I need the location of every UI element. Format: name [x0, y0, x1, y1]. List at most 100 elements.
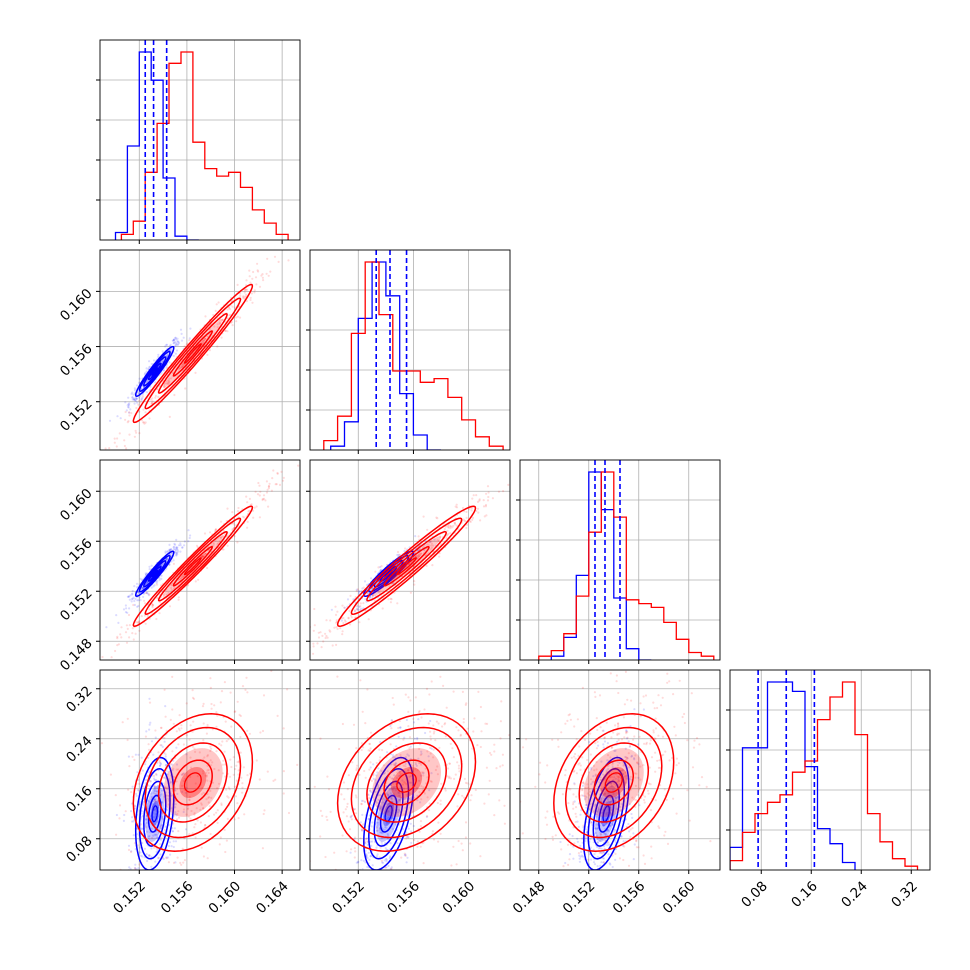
scatter-point — [427, 759, 431, 762]
scatter-point — [392, 786, 396, 789]
scatter-point — [400, 856, 403, 859]
scatter-point — [448, 775, 451, 778]
scatter-point — [410, 774, 413, 777]
scatter-point — [137, 391, 140, 394]
scatter-point — [221, 534, 225, 538]
y-tick-label: 0.148 — [57, 636, 96, 675]
scatter-point — [415, 909, 417, 911]
scatter-point — [282, 476, 285, 479]
scatter-point — [399, 772, 402, 775]
scatter-point — [135, 397, 138, 400]
scatter-point — [499, 765, 502, 768]
scatter-point — [259, 731, 262, 734]
scatter-point — [552, 815, 555, 818]
scatter-point — [176, 553, 179, 556]
scatter-point — [117, 643, 120, 646]
scatter-point — [77, 473, 79, 475]
scatter-point — [420, 798, 423, 801]
scatter-point — [130, 598, 134, 601]
scatter-point — [132, 603, 135, 607]
scatter-point — [398, 719, 401, 723]
scatter-point — [159, 826, 162, 829]
scatter-point — [201, 786, 204, 789]
scatter-point — [144, 735, 147, 738]
scatter-point — [348, 877, 350, 879]
scatter-point — [589, 846, 592, 849]
scatter-point — [138, 377, 141, 380]
scatter-point — [316, 642, 319, 645]
scatter-point — [324, 636, 327, 640]
scatter-point — [178, 578, 181, 581]
scatter-point — [146, 859, 149, 863]
scatter-point — [639, 765, 642, 768]
scatter-point — [188, 833, 191, 836]
scatter-point — [113, 441, 116, 444]
contour-red-2 — [157, 313, 228, 394]
scatter-point — [572, 845, 575, 848]
scatter-point — [170, 548, 173, 551]
scatter-point — [463, 777, 466, 780]
scatter-point — [166, 550, 169, 553]
contour-blue-0 — [134, 550, 175, 597]
scatter-point — [389, 743, 392, 746]
scatter-point — [190, 766, 193, 769]
scatter-point — [493, 750, 496, 753]
scatter-point — [167, 382, 170, 385]
scatter-point — [455, 881, 457, 883]
scatter-point — [265, 480, 268, 483]
scatter-point — [175, 546, 178, 549]
scatter-point — [317, 631, 320, 634]
scatter-point — [128, 433, 131, 436]
scatter-point — [368, 749, 372, 752]
scatter-point — [389, 842, 392, 845]
scatter-point — [174, 840, 178, 843]
scatter-point — [572, 826, 575, 829]
scatter-point — [141, 815, 144, 818]
scatter-point — [229, 691, 232, 694]
scatter-point — [175, 546, 178, 549]
scatter-point — [158, 764, 162, 768]
scatter-point — [464, 821, 468, 824]
scatter-point — [391, 804, 394, 807]
scatter-point — [438, 883, 440, 885]
scatter-point — [160, 577, 163, 580]
scatter-point — [360, 803, 363, 806]
scatter-point — [186, 342, 189, 345]
scatter-point — [191, 745, 194, 748]
scatter-point — [169, 718, 172, 721]
scatter-point — [493, 814, 496, 817]
scatter-point — [352, 723, 356, 726]
scatter-point — [447, 523, 450, 527]
y-tick-label: 0.32 — [63, 683, 96, 716]
scatter-point — [168, 543, 171, 546]
scatter-point — [118, 432, 121, 435]
scatter-point — [200, 793, 203, 796]
scatter-point — [301, 777, 303, 779]
scatter-point — [328, 629, 331, 632]
scatter-point — [154, 860, 157, 863]
scatter-point — [241, 786, 244, 789]
scatter-point — [474, 788, 477, 792]
scatter-point — [264, 499, 267, 502]
scatter-point — [171, 675, 174, 678]
scatter-point — [695, 737, 699, 740]
scatter-point — [461, 506, 465, 510]
scatter-point — [124, 810, 127, 813]
scatter-point — [372, 777, 375, 780]
scatter-point — [449, 742, 452, 745]
scatter-point — [262, 497, 266, 500]
scatter-point — [211, 761, 214, 764]
scatter-point — [176, 812, 179, 816]
scatter-point — [384, 798, 387, 801]
scatter-point — [176, 787, 179, 791]
scatter-point — [357, 875, 359, 877]
scatter-point — [462, 721, 465, 724]
scatter-point — [188, 339, 191, 342]
scatter-point — [567, 787, 571, 790]
scatter-point — [603, 740, 607, 743]
scatter-point — [162, 915, 164, 917]
scatter-point — [625, 729, 628, 732]
scatter-point — [666, 681, 669, 684]
scatter-point — [611, 766, 614, 769]
scatter-point — [102, 931, 104, 933]
